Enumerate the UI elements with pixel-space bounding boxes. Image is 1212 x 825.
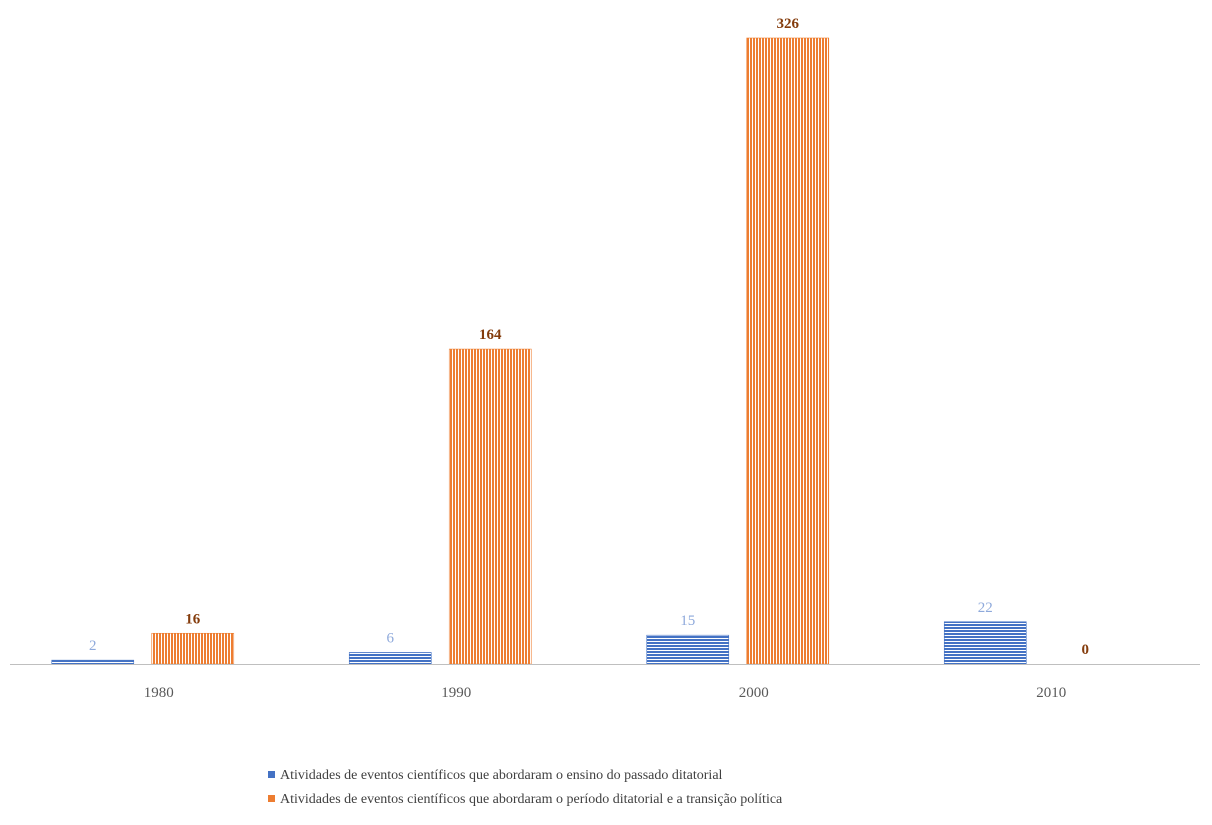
bar-series-2-1990 — [448, 348, 532, 665]
data-label-series-1-2000: 15 — [680, 613, 695, 629]
legend-item-series-2: Atividades de eventos científicos que ab… — [268, 788, 1168, 812]
data-label-series-2-1990: 164 — [479, 327, 502, 343]
bar-series-2-1980 — [151, 632, 235, 665]
bar-series-1-2000 — [646, 634, 730, 665]
legend-swatch-series-1 — [268, 771, 275, 778]
x-tick-label-2000: 2000 — [739, 685, 769, 701]
bar-series-2-2000 — [746, 37, 830, 665]
data-label-series-1-1990: 6 — [387, 630, 395, 646]
legend-label-series-2: Atividades de eventos científicos que ab… — [280, 792, 783, 807]
data-label-series-2-1980: 16 — [185, 611, 201, 627]
data-label-series-2-2010: 0 — [1082, 642, 1090, 658]
x-axis-ticks: 1980 1990 2000 2010 — [144, 685, 1067, 701]
data-labels-layer: 2 16 6 164 15 326 22 0 — [89, 16, 1089, 658]
legend-item-series-1: Atividades de eventos científicos que ab… — [268, 764, 1168, 788]
bar-series-1-2010 — [943, 621, 1027, 665]
legend: Atividades de eventos científicos que ab… — [268, 764, 1168, 812]
data-label-series-1-2010: 22 — [978, 600, 993, 616]
data-label-series-2-2000: 326 — [777, 16, 800, 32]
bar-series-1-1980 — [51, 659, 135, 665]
x-tick-label-1980: 1980 — [144, 685, 174, 701]
data-label-series-1-1980: 2 — [89, 638, 97, 654]
legend-label-series-1: Atividades de eventos científicos que ab… — [280, 768, 723, 783]
x-tick-label-1990: 1990 — [441, 685, 471, 701]
bar-series-1-1990 — [348, 652, 432, 665]
legend-swatch-series-2 — [268, 795, 275, 802]
x-tick-label-2010: 2010 — [1036, 685, 1066, 701]
bars-layer — [51, 37, 1027, 665]
